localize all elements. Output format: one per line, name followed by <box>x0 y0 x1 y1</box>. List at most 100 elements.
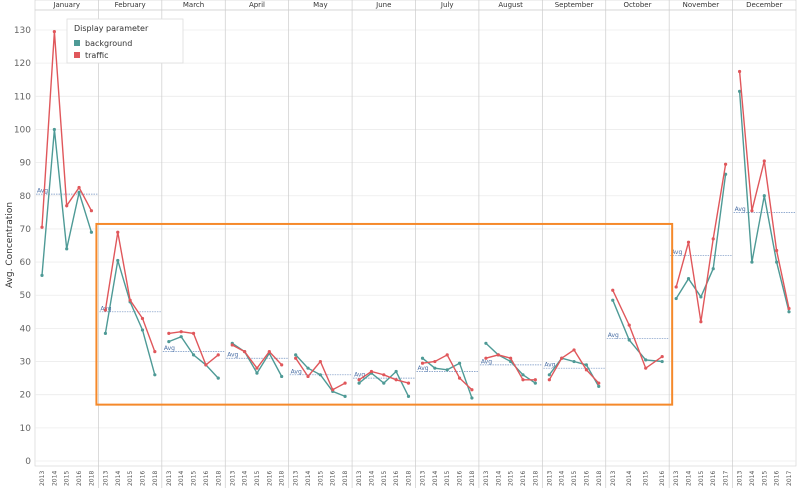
x-tick-label: 2014 <box>368 471 375 486</box>
x-tick-label: 2016 <box>76 471 83 486</box>
x-tick-label: 2018 <box>215 471 222 486</box>
month-label: October <box>623 1 651 9</box>
y-tick-label: 70 <box>20 225 32 235</box>
month-label: May <box>313 1 327 9</box>
traffic-point <box>711 237 715 241</box>
x-tick-label: 2014 <box>749 471 756 486</box>
traffic-point <box>699 320 703 324</box>
traffic-point <box>484 356 488 360</box>
x-tick-label: 2016 <box>139 471 146 486</box>
x-tick-label: 2014 <box>115 471 122 486</box>
background-point <box>584 363 588 367</box>
month-label: February <box>115 1 146 9</box>
average-label: Avg <box>608 332 619 339</box>
background-point <box>40 273 44 277</box>
traffic-point <box>445 353 449 357</box>
average-label: Avg <box>418 365 429 372</box>
traffic-point <box>686 240 691 244</box>
y-tick-label: 90 <box>20 159 32 169</box>
background-point <box>644 358 648 362</box>
background-point <box>52 127 56 132</box>
x-tick-label: 2013 <box>610 471 617 486</box>
background-point <box>140 328 145 332</box>
x-tick-label: 2013 <box>356 471 363 486</box>
background-point <box>699 295 703 299</box>
traffic-point <box>369 369 374 374</box>
background-point <box>65 247 69 251</box>
x-tick-label: 2014 <box>559 471 566 486</box>
background-point <box>216 376 220 380</box>
y-tick-label: 0 <box>25 457 31 467</box>
x-tick-label: 2015 <box>698 471 705 486</box>
background-point <box>533 381 537 385</box>
background-point <box>674 296 678 301</box>
traffic-point <box>280 363 284 367</box>
x-tick-label: 2016 <box>583 471 590 486</box>
background-series-line <box>485 342 536 384</box>
x-tick-label: 2013 <box>229 471 236 486</box>
x-tick-label: 2016 <box>457 471 464 486</box>
traffic-point <box>294 356 298 360</box>
traffic-point <box>243 349 247 354</box>
traffic-point <box>457 376 462 380</box>
background-point <box>179 335 183 339</box>
x-tick-label: 2016 <box>203 471 210 486</box>
traffic-point <box>723 162 728 166</box>
traffic-series-line <box>231 344 283 370</box>
background-point <box>762 194 766 198</box>
background-series-line <box>612 299 663 363</box>
y-tick-label: 130 <box>14 26 31 36</box>
x-tick-label: 2015 <box>444 471 451 486</box>
traffic-point <box>357 378 361 382</box>
background-point <box>255 371 259 375</box>
x-tick-label: 2013 <box>293 471 300 486</box>
traffic-point <box>116 230 120 234</box>
x-tick-label: 2018 <box>152 471 159 486</box>
background-point <box>750 260 754 264</box>
month-label: November <box>683 1 720 9</box>
traffic-point <box>674 285 678 289</box>
traffic-point <box>611 288 615 292</box>
x-tick-label: 2015 <box>761 471 768 486</box>
background-series-line <box>104 260 156 375</box>
legend-box <box>66 18 184 64</box>
background-point <box>89 230 94 234</box>
background-point <box>572 359 576 364</box>
background-point <box>306 366 310 370</box>
legend-label-background: background <box>85 39 132 48</box>
traffic-point <box>103 308 108 312</box>
average-label: Avg <box>164 345 175 352</box>
background-point <box>547 373 551 377</box>
traffic-point <box>52 30 56 34</box>
x-tick-label: 2014 <box>495 471 502 486</box>
background-point <box>433 366 437 370</box>
traffic-point <box>660 354 664 359</box>
x-tick-label: 2016 <box>330 471 337 486</box>
x-tick-label: 2013 <box>737 471 744 486</box>
background-point <box>445 368 449 372</box>
x-tick-label: 2016 <box>266 471 273 486</box>
background-point <box>406 394 411 398</box>
traffic-point <box>267 349 271 354</box>
month-label: July <box>440 1 454 9</box>
traffic-point <box>775 248 779 253</box>
x-tick-label: 2016 <box>710 471 717 486</box>
x-tick-label: 2014 <box>242 471 249 486</box>
background-point <box>470 396 474 400</box>
background-point <box>394 369 398 374</box>
traffic-series-line <box>612 290 663 370</box>
traffic-point <box>470 388 474 392</box>
x-tick-label: 2016 <box>393 471 400 486</box>
y-tick-label: 60 <box>20 258 32 268</box>
y-tick-label: 20 <box>20 391 32 401</box>
traffic-point <box>533 378 537 382</box>
traffic-series-line <box>168 330 219 367</box>
x-tick-label: 2015 <box>191 471 198 486</box>
traffic-point <box>255 366 259 370</box>
traffic-point <box>509 356 513 360</box>
legend-title: Display parameter <box>74 24 149 33</box>
traffic-point <box>547 378 551 382</box>
x-tick-label: 2015 <box>127 471 134 486</box>
average-label: Avg <box>37 188 48 195</box>
